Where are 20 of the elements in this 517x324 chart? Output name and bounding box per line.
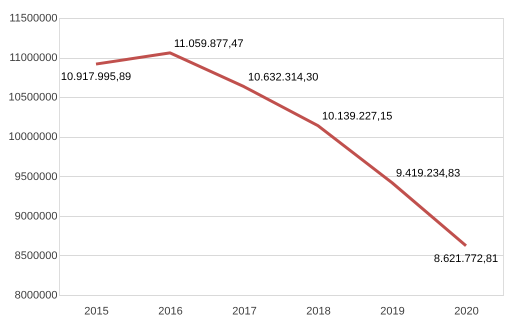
data-label: 10.917.995,89 — [60, 71, 132, 84]
y-tick-label: 8500000 — [14, 250, 58, 262]
data-label: 10.139.227,15 — [322, 110, 392, 123]
y-tick-label: 10500000 — [8, 92, 58, 104]
x-tick-label: 2020 — [454, 306, 479, 318]
y-tick-label: 8000000 — [14, 290, 58, 302]
x-tick-label: 2015 — [84, 306, 109, 318]
y-tick-label: 11000000 — [9, 52, 58, 64]
y-tick-label: 11500000 — [9, 12, 58, 24]
x-tick-label: 2018 — [306, 306, 331, 318]
x-tick-label: 2016 — [158, 306, 183, 318]
y-tick-label: 10000000 — [8, 131, 58, 144]
y-tick-label: 9000000 — [14, 210, 58, 222]
data-label: 11.059.877,47 — [174, 38, 244, 50]
data-label: 8.621.772,81 — [434, 252, 498, 265]
y-tick-label: 9500000 — [14, 170, 58, 183]
data-label: 10.632.314,30 — [248, 72, 318, 84]
x-tick-label: 2017 — [232, 306, 257, 318]
x-tick-label: 2019 — [380, 306, 405, 318]
data-label: 9.419.234,83 — [396, 168, 460, 180]
